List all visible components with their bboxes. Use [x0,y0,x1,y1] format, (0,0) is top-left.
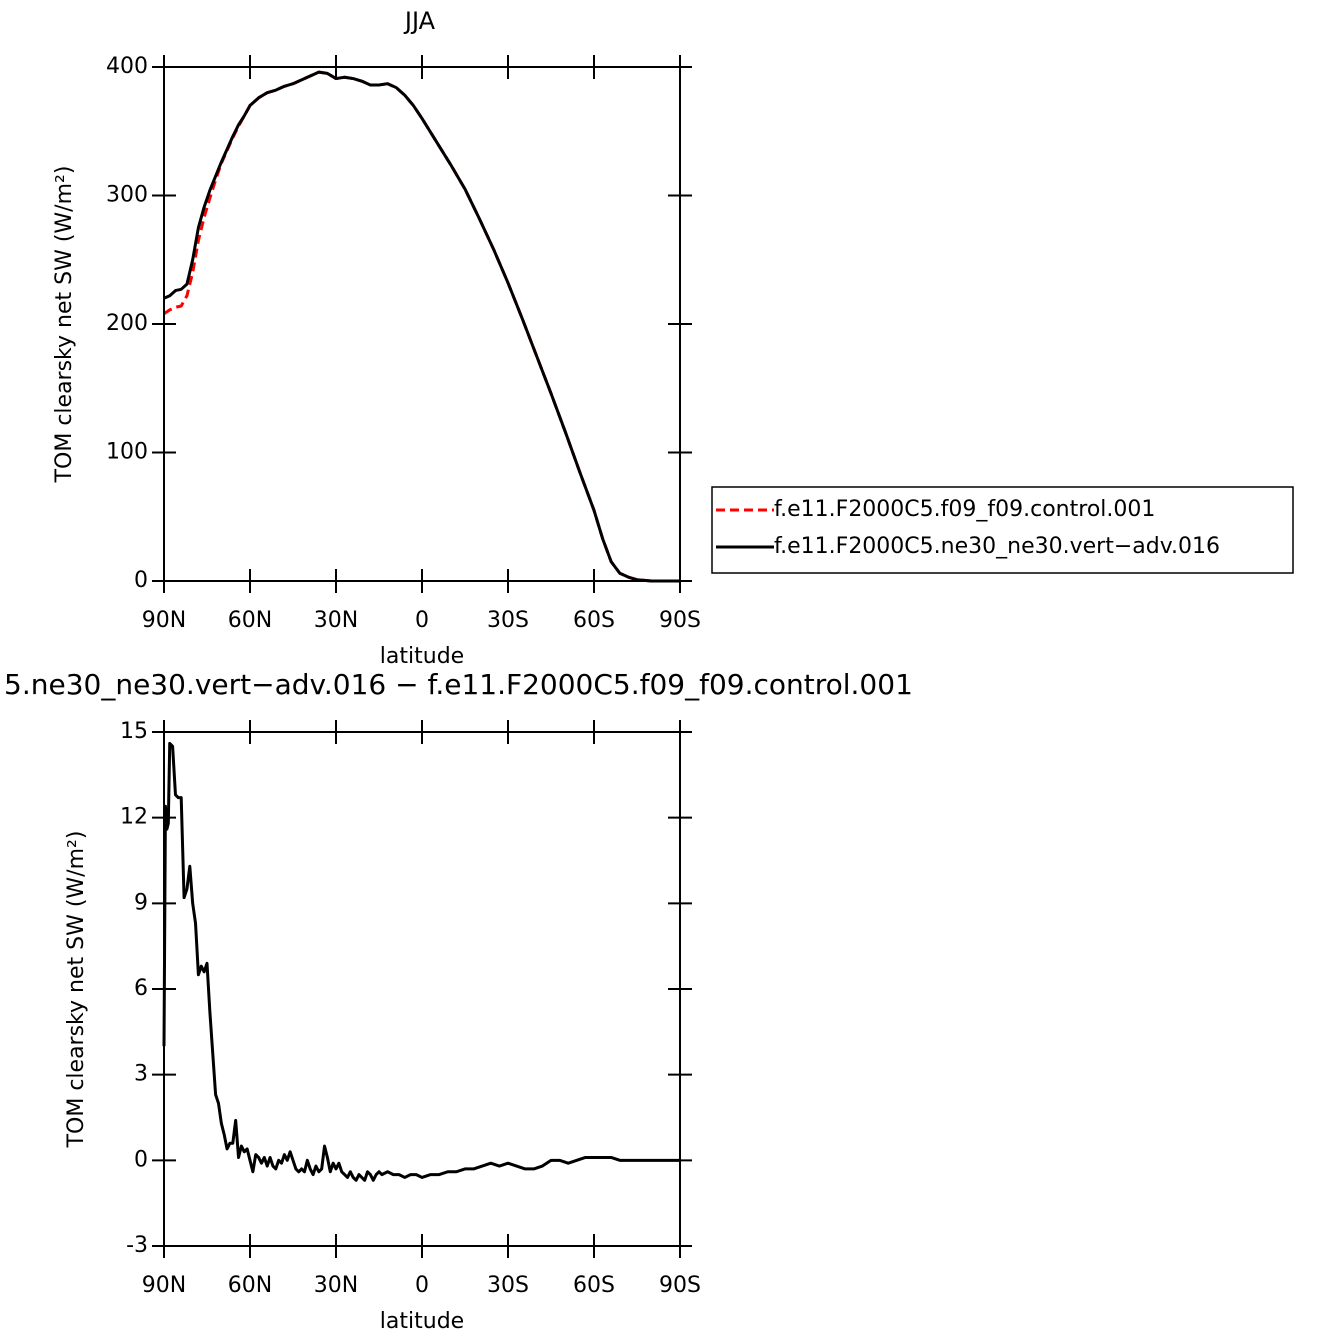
chart-title: JJA [403,7,436,35]
x-tick-label: 60S [573,1273,615,1298]
x-tick-label: 60N [228,1273,272,1298]
y-axis-label: TOM clearsky net SW (W/m²) [64,831,89,1149]
chart-title: 5.ne30_ne30.vert−adv.016 − f.e11.F2000C5… [4,668,913,701]
x-tick-label: 90S [659,608,701,633]
x-tick-label: 90N [142,608,186,633]
y-tick-label: 6 [134,976,148,1001]
y-tick-label: 300 [106,183,148,208]
y-tick-label: 12 [120,805,148,830]
x-tick-label: 30N [314,608,358,633]
y-tick-label: 400 [106,54,148,79]
x-axis-label: latitude [380,1309,464,1334]
series-line [162,741,680,1182]
y-axis-label: TOM clearsky net SW (W/m²) [52,166,77,484]
x-tick-label: 90N [142,1273,186,1298]
x-tick-label: 30N [314,1273,358,1298]
x-tick-label: 30S [487,1273,529,1298]
plot-frame [163,66,681,582]
x-tick-label: 90S [659,1273,701,1298]
x-tick-label: 30S [487,608,529,633]
x-tick-label: 0 [415,1273,429,1298]
legend-label: f.e11.F2000C5.ne30_ne30.vert−adv.016 [774,534,1220,559]
x-tick-label: 60S [573,608,615,633]
x-tick-label: 0 [415,608,429,633]
y-tick-label: 3 [134,1062,148,1087]
series-line [163,70,680,583]
series-line [163,70,680,583]
legend-label: f.e11.F2000C5.f09_f09.control.001 [774,497,1155,522]
legend-box [711,486,1294,574]
y-tick-label: 100 [106,440,148,465]
y-tick-label: 15 [120,719,148,744]
y-tick-label: 200 [106,311,148,336]
x-axis-label: latitude [380,644,464,669]
y-tick-label: -3 [126,1233,148,1258]
y-tick-label: 9 [134,890,148,915]
y-tick-label: 0 [134,1147,148,1172]
x-tick-label: 60N [228,608,272,633]
plot-frame [163,731,681,1247]
y-tick-label: 0 [134,568,148,593]
